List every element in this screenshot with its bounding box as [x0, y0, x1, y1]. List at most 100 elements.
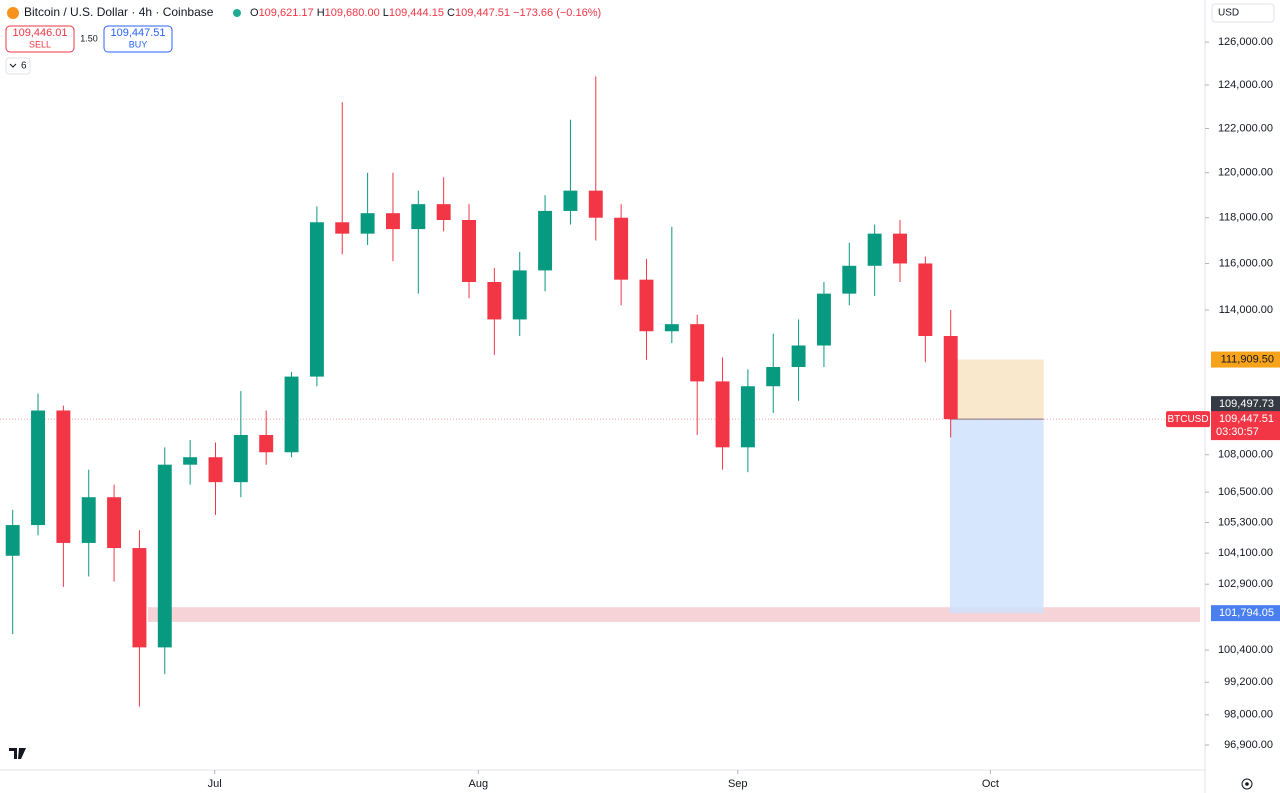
symbol-title: Bitcoin / U.S. Dollar · 4h · Coinbase — [24, 5, 214, 19]
x-tick-label: Oct — [982, 778, 999, 790]
candle-body — [867, 233, 882, 266]
y-tick-label: 118,000.00 — [1219, 212, 1273, 224]
candle-body — [284, 376, 299, 453]
symbol-tag — [1166, 411, 1210, 428]
candle-body — [563, 190, 578, 211]
indicators-toggle[interactable] — [5, 57, 31, 75]
price-label-box — [1211, 605, 1280, 622]
sell-label: SELL — [29, 39, 51, 49]
candle-body — [5, 525, 20, 556]
candle-body — [943, 335, 958, 420]
candle-body — [538, 210, 553, 271]
chevron — [9, 63, 17, 68]
buy-price: 109,447.51 — [110, 27, 165, 39]
symbol-tag-label: BTCUSD — [1167, 414, 1208, 425]
settings-icon[interactable] — [1241, 778, 1253, 790]
ohlc-value: 109,621.17 — [259, 7, 314, 19]
y-tick-label: 105,300.00 — [1218, 516, 1273, 528]
ohlc-key: O — [250, 7, 259, 19]
profit-zone — [949, 359, 1044, 420]
candle-body — [487, 282, 502, 320]
y-tick-label: 98,000.00 — [1224, 709, 1273, 721]
y-tick-label: 126,000.00 — [1218, 36, 1273, 48]
candle-body — [259, 434, 274, 453]
ohlc-key: L — [383, 7, 389, 19]
y-tick-label: 100,400.00 — [1218, 644, 1273, 656]
last-price-label: 109,447.51 — [1219, 413, 1274, 425]
candle-body — [842, 265, 857, 294]
candle-body — [690, 324, 705, 382]
market-status — [233, 9, 241, 17]
indicator-count: 6 — [21, 61, 27, 72]
y-tick-label: 122,000.00 — [1218, 122, 1273, 134]
price-label: 111,909.50 — [1221, 353, 1274, 365]
candle-body — [791, 345, 806, 367]
currency: USD — [1218, 8, 1239, 19]
y-tick-label: 104,100.00 — [1218, 547, 1273, 559]
candle-body — [436, 204, 451, 220]
tv-logo — [9, 748, 26, 759]
candle-body — [639, 279, 654, 332]
spread: 1.50 — [80, 33, 98, 43]
candle-body — [81, 497, 96, 543]
candle-body — [360, 213, 375, 234]
candle-body — [309, 222, 324, 377]
y-tick-label: 102,900.00 — [1218, 578, 1273, 590]
y-tick-label: 124,000.00 — [1218, 79, 1273, 91]
y-tick-label: 120,000.00 — [1218, 167, 1273, 179]
candle-body — [233, 434, 248, 483]
support-zone — [147, 607, 1200, 622]
sell-price: 109,446.01 — [12, 27, 67, 39]
ohlc-value: 109,680.00 — [325, 7, 380, 19]
x-tick-label: Jul — [208, 778, 222, 790]
sell-button[interactable] — [5, 25, 75, 53]
y-tick-label: 114,000.00 — [1219, 304, 1273, 316]
candle-body — [715, 381, 730, 448]
price-label: 101,794.05 — [1219, 607, 1274, 619]
candle-body — [183, 457, 198, 465]
btc-icon — [7, 7, 19, 19]
candle-body — [208, 457, 223, 483]
y-tick-label: 106,500.00 — [1218, 486, 1273, 498]
ohlc-value: 109,447.51 — [455, 7, 510, 19]
y-tick-label: 116,000.00 — [1219, 257, 1273, 269]
candle-body — [462, 219, 476, 283]
buy-label: BUY — [129, 39, 148, 49]
y-tick-label: 99,200.00 — [1224, 676, 1273, 688]
buy-button[interactable] — [103, 25, 173, 53]
candle-body — [816, 293, 831, 346]
currency-select[interactable] — [1211, 3, 1275, 23]
candle-body — [107, 497, 122, 549]
candle-body — [385, 213, 400, 230]
candle-body — [766, 366, 781, 387]
price-label: 109,497.73 — [1219, 398, 1274, 410]
stop-zone — [949, 419, 1044, 614]
candle-body — [132, 548, 147, 648]
candle-body — [157, 464, 172, 648]
x-tick-label: Sep — [728, 778, 748, 790]
candle-body — [740, 386, 755, 448]
candle-body — [335, 222, 350, 234]
ohlc-change: −173.66 (−0.16%) — [513, 7, 601, 19]
candle-body — [31, 410, 45, 526]
x-tick-label: Aug — [469, 778, 489, 790]
ohlc-value: 109,444.15 — [389, 7, 444, 19]
last-price-box — [1211, 411, 1280, 441]
y-tick-label: 96,900.00 — [1224, 739, 1273, 751]
price-label-box — [1211, 396, 1280, 413]
candle-body — [588, 190, 603, 218]
candle-body — [614, 217, 629, 280]
plot-area — [0, 76, 1205, 707]
countdown: 03:30:57 — [1216, 426, 1259, 438]
settings-icon-dot — [1245, 782, 1249, 786]
candle-body — [411, 204, 426, 230]
candle-body — [56, 410, 71, 543]
candle-body — [893, 233, 907, 264]
y-tick-label: 108,000.00 — [1218, 449, 1273, 461]
price-label-box — [1211, 351, 1280, 368]
ohlc-key: C — [447, 7, 455, 19]
candle-body — [512, 270, 527, 320]
candle-body — [664, 324, 679, 332]
